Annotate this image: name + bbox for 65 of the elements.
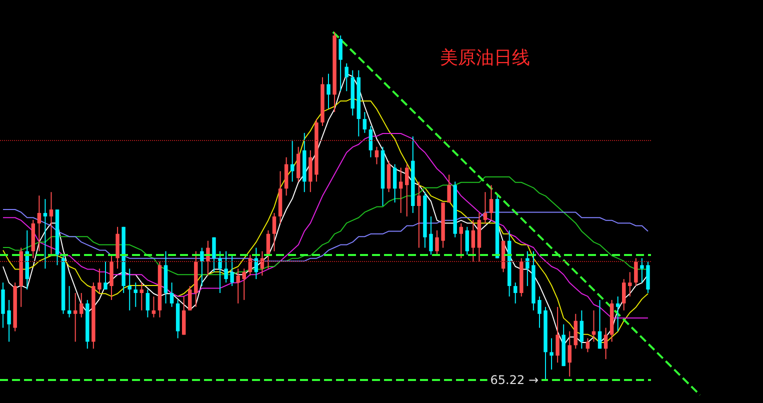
candlestick: [489, 184, 494, 220]
candlestick: [435, 230, 439, 256]
candlestick: [170, 282, 174, 308]
candlestick: [622, 278, 626, 311]
candlestick: [218, 250, 222, 294]
candlestick: [230, 254, 234, 287]
candlestick: [598, 299, 602, 350]
annotation: 65.22 →: [490, 373, 539, 387]
candlestick: [550, 338, 554, 370]
candlestick: [134, 282, 138, 308]
candlestick: [634, 258, 638, 287]
candlestick: [43, 198, 48, 270]
candlestick: [374, 146, 379, 165]
candlestick: [67, 286, 72, 318]
candlestick: [200, 247, 204, 287]
candlestick: [266, 230, 270, 270]
candlestick: [146, 289, 150, 318]
candlestick: [140, 282, 144, 311]
candlestick: [471, 219, 476, 262]
candlestick: [49, 192, 54, 256]
candlestick: [465, 226, 470, 256]
candlestick: [568, 330, 572, 378]
candlestick: [417, 181, 421, 248]
candlestick: [344, 62, 348, 92]
candlestick: [98, 268, 102, 294]
candlestick: [338, 34, 342, 92]
candlestick: [242, 268, 246, 300]
candlestick: [7, 299, 11, 342]
candlestick: [628, 272, 632, 297]
candlestick: [128, 268, 132, 311]
candlestick: [429, 216, 433, 256]
candlestick: [604, 327, 608, 360]
candlestick: [392, 164, 397, 204]
candlestick: [73, 292, 78, 342]
candlestick: [37, 195, 42, 252]
candlestick: [368, 125, 373, 158]
candlestick: [80, 292, 84, 318]
candlestick: [586, 338, 590, 353]
candlestick: [236, 268, 240, 304]
candlestick: [640, 258, 644, 284]
candlestick: [326, 73, 330, 110]
candlestick: [362, 112, 367, 134]
candlestick: [514, 282, 518, 304]
text: 美原油日线: [440, 48, 530, 68]
candlestick: [538, 296, 542, 328]
candlestick: [398, 167, 403, 214]
candlestick: [104, 261, 108, 290]
candlestick: [254, 247, 258, 280]
candlestick: [248, 254, 252, 276]
candlestick: [526, 250, 530, 287]
candlestick: [188, 286, 192, 311]
candlestick: [290, 139, 294, 182]
candlestick: [405, 164, 409, 217]
candlestick: [616, 296, 620, 332]
candlestick: [152, 296, 156, 318]
candlestick: [224, 250, 228, 284]
candlestick: [592, 310, 596, 342]
candlestick: [447, 174, 451, 204]
candlestick: [260, 250, 264, 276]
candlestick: [212, 236, 216, 273]
candlestick: [483, 192, 488, 224]
candlestick: [272, 212, 276, 252]
candlestick: [459, 222, 463, 259]
candlestick: [556, 306, 560, 364]
candlestick: [580, 310, 584, 350]
